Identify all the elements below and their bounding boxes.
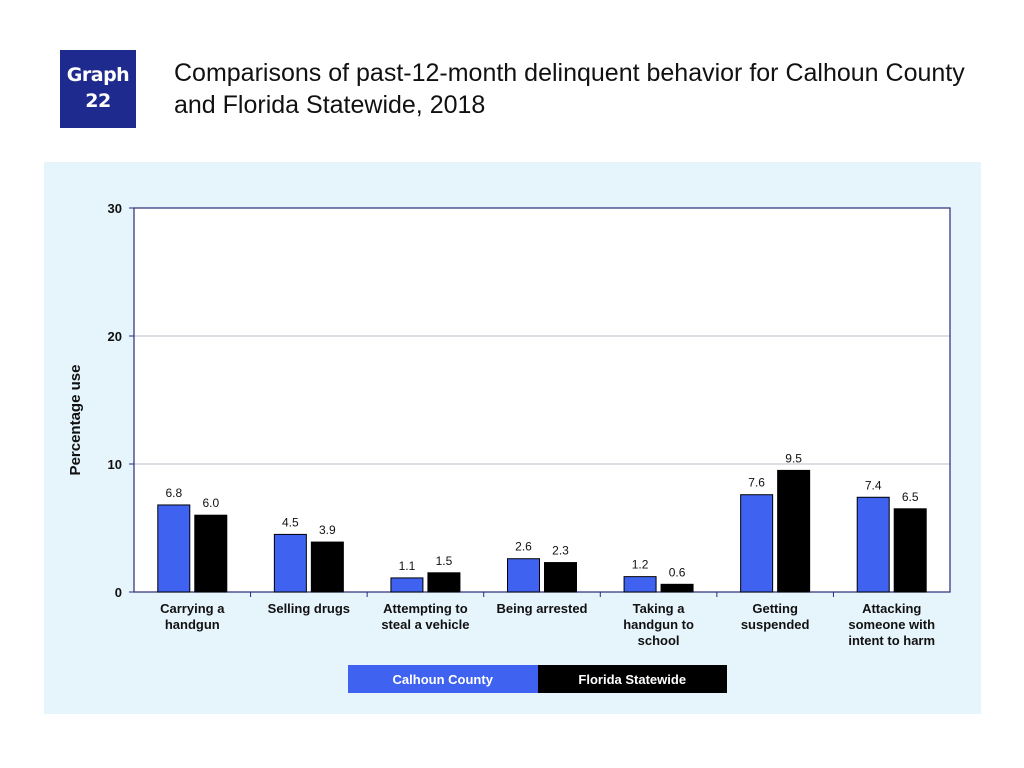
- x-tick-label: handgun: [165, 617, 220, 632]
- data-label: 1.1: [399, 559, 416, 573]
- bar-florida: [544, 562, 577, 593]
- x-tick-label: Taking a: [633, 601, 686, 616]
- graph-number-badge: Graph 22: [60, 50, 136, 128]
- bar-florida: [310, 541, 344, 593]
- legend-item-florida-statewide: Florida Statewide: [537, 665, 727, 693]
- legend-label-calhoun-county: Calhoun County: [392, 671, 493, 687]
- bar-calhoun: [740, 494, 774, 593]
- x-tick-label: Getting: [752, 601, 798, 616]
- legend: Calhoun County Florida Statewide: [348, 665, 727, 693]
- data-label: 9.5: [785, 451, 802, 465]
- data-label: 6.5: [902, 490, 919, 504]
- data-label: 6.8: [165, 486, 182, 500]
- data-label: 0.6: [669, 565, 686, 579]
- data-label: 1.2: [632, 558, 649, 572]
- badge-number: 22: [85, 90, 111, 112]
- data-label: 7.4: [865, 478, 882, 492]
- x-tick-label: Attacking: [862, 601, 921, 616]
- y-axis-label: Percentage use: [67, 365, 84, 476]
- data-label: 3.9: [319, 523, 336, 537]
- plot-border: [133, 207, 951, 593]
- x-tick-label: Being arrested: [496, 601, 587, 616]
- x-tick-label: Carrying a: [160, 601, 225, 616]
- x-tick-label: intent to harm: [848, 633, 935, 648]
- x-tick-label: steal a vehicle: [381, 617, 469, 632]
- bar-florida: [660, 583, 694, 593]
- bar-calhoun: [273, 533, 307, 593]
- y-tick-label: 30: [108, 201, 122, 216]
- bar-florida: [427, 572, 461, 593]
- bar-florida: [893, 508, 927, 593]
- bar-calhoun: [507, 558, 540, 593]
- data-label: 2.6: [515, 540, 532, 554]
- data-label: 2.3: [552, 544, 569, 558]
- y-tick-label: 20: [108, 329, 122, 344]
- y-tick-label: 10: [108, 457, 122, 472]
- data-label: 1.5: [436, 554, 453, 568]
- data-label: 4.5: [282, 515, 299, 529]
- plot-area: [134, 208, 950, 592]
- bar-calhoun: [157, 504, 191, 593]
- x-tick-label: someone with: [848, 617, 935, 632]
- page-title: Comparisons of past-12-month delinquent …: [174, 59, 965, 119]
- bar-florida: [194, 514, 228, 593]
- x-tick-label: handgun to: [623, 617, 694, 632]
- bar-calhoun: [390, 577, 424, 593]
- bar-florida: [777, 469, 811, 593]
- bar-calhoun: [623, 576, 657, 593]
- x-tick-label: Selling drugs: [268, 601, 350, 616]
- x-tick-label: school: [638, 633, 680, 648]
- data-label: 7.6: [748, 476, 765, 490]
- legend-item-calhoun-county: Calhoun County: [348, 665, 538, 693]
- data-label: 6.0: [202, 496, 219, 510]
- legend-label-florida-statewide: Florida Statewide: [578, 671, 687, 687]
- x-tick-label: suspended: [741, 617, 810, 632]
- badge-label: Graph: [66, 64, 130, 86]
- x-tick-label: Attempting to: [383, 601, 468, 616]
- bar-calhoun: [856, 496, 890, 593]
- y-tick-label: 0: [115, 585, 122, 600]
